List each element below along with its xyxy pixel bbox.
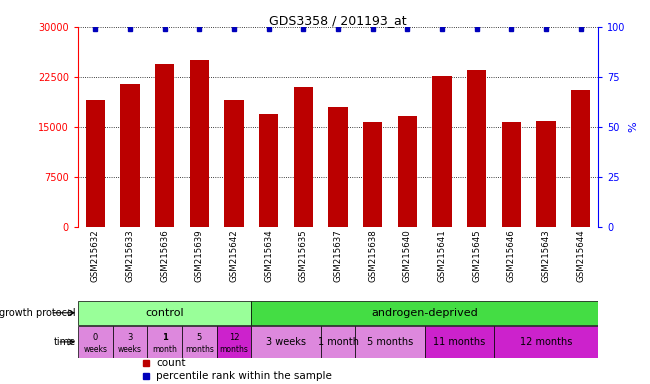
Text: 12 months: 12 months <box>520 337 572 347</box>
Text: GSM215633: GSM215633 <box>125 229 135 282</box>
Bar <box>190 60 209 227</box>
Text: 12: 12 <box>229 333 239 341</box>
Bar <box>424 326 494 358</box>
Text: months: months <box>185 344 214 354</box>
Bar <box>224 100 244 227</box>
Text: GSM215638: GSM215638 <box>368 229 377 282</box>
Y-axis label: %: % <box>628 122 638 132</box>
Text: GSM215644: GSM215644 <box>576 229 585 282</box>
Text: GSM215637: GSM215637 <box>333 229 343 282</box>
Text: GSM215645: GSM215645 <box>472 229 481 282</box>
Text: GSM215640: GSM215640 <box>403 229 412 282</box>
Bar <box>155 64 174 227</box>
Bar <box>182 326 216 358</box>
Bar <box>148 326 182 358</box>
Text: GSM215632: GSM215632 <box>91 229 100 282</box>
Text: control: control <box>146 308 184 318</box>
Text: GSM215634: GSM215634 <box>264 229 273 282</box>
Text: count: count <box>156 358 185 368</box>
Text: 1: 1 <box>162 333 168 341</box>
Bar <box>259 114 278 227</box>
Bar <box>252 326 320 358</box>
Bar <box>356 326 424 358</box>
Bar <box>363 122 382 227</box>
Bar <box>328 107 348 227</box>
Bar <box>294 87 313 227</box>
Bar <box>432 76 452 227</box>
Text: 5 months: 5 months <box>367 337 413 347</box>
Text: percentile rank within the sample: percentile rank within the sample <box>156 371 332 381</box>
Bar <box>467 70 486 227</box>
Bar <box>78 301 252 325</box>
Text: GSM215642: GSM215642 <box>229 229 239 282</box>
Text: 5: 5 <box>197 333 202 341</box>
Text: GSM215643: GSM215643 <box>541 229 551 282</box>
Text: androgen-deprived: androgen-deprived <box>371 308 478 318</box>
Bar <box>120 84 140 227</box>
Text: time: time <box>53 337 75 347</box>
Bar <box>502 122 521 227</box>
Bar <box>216 326 252 358</box>
Text: GSM215639: GSM215639 <box>195 229 204 282</box>
Bar <box>571 90 590 227</box>
Text: GSM215646: GSM215646 <box>507 229 516 282</box>
Text: weeks: weeks <box>118 344 142 354</box>
Text: GSM215641: GSM215641 <box>437 229 447 282</box>
Text: 3 weeks: 3 weeks <box>266 337 306 347</box>
Bar <box>86 100 105 227</box>
Text: month: month <box>152 344 177 354</box>
Text: 1 month: 1 month <box>317 337 359 347</box>
Text: 0: 0 <box>93 333 98 341</box>
Bar <box>398 116 417 227</box>
Text: 3: 3 <box>127 333 133 341</box>
Text: growth protocol: growth protocol <box>0 308 75 318</box>
Bar <box>252 301 598 325</box>
Bar <box>320 326 356 358</box>
Text: weeks: weeks <box>83 344 107 354</box>
Bar <box>112 326 148 358</box>
Bar <box>536 121 556 227</box>
Text: 11 months: 11 months <box>433 337 486 347</box>
Text: months: months <box>220 344 248 354</box>
Text: GSM215635: GSM215635 <box>299 229 308 282</box>
Bar <box>494 326 598 358</box>
Bar <box>78 326 112 358</box>
Text: GSM215636: GSM215636 <box>160 229 169 282</box>
Title: GDS3358 / 201193_at: GDS3358 / 201193_at <box>269 14 407 27</box>
